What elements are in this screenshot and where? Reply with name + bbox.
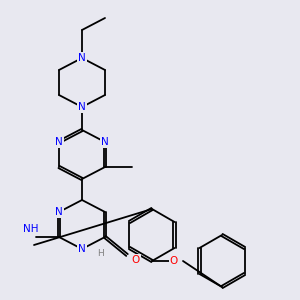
Text: N: N [101, 137, 109, 147]
Text: N: N [55, 137, 63, 147]
Text: N: N [78, 244, 86, 254]
Text: O: O [132, 255, 140, 265]
Text: N: N [55, 207, 63, 217]
Text: H: H [97, 250, 104, 259]
Text: N: N [78, 102, 86, 112]
Text: O: O [170, 256, 178, 266]
Text: N: N [78, 53, 86, 63]
Text: NH: NH [23, 224, 39, 234]
